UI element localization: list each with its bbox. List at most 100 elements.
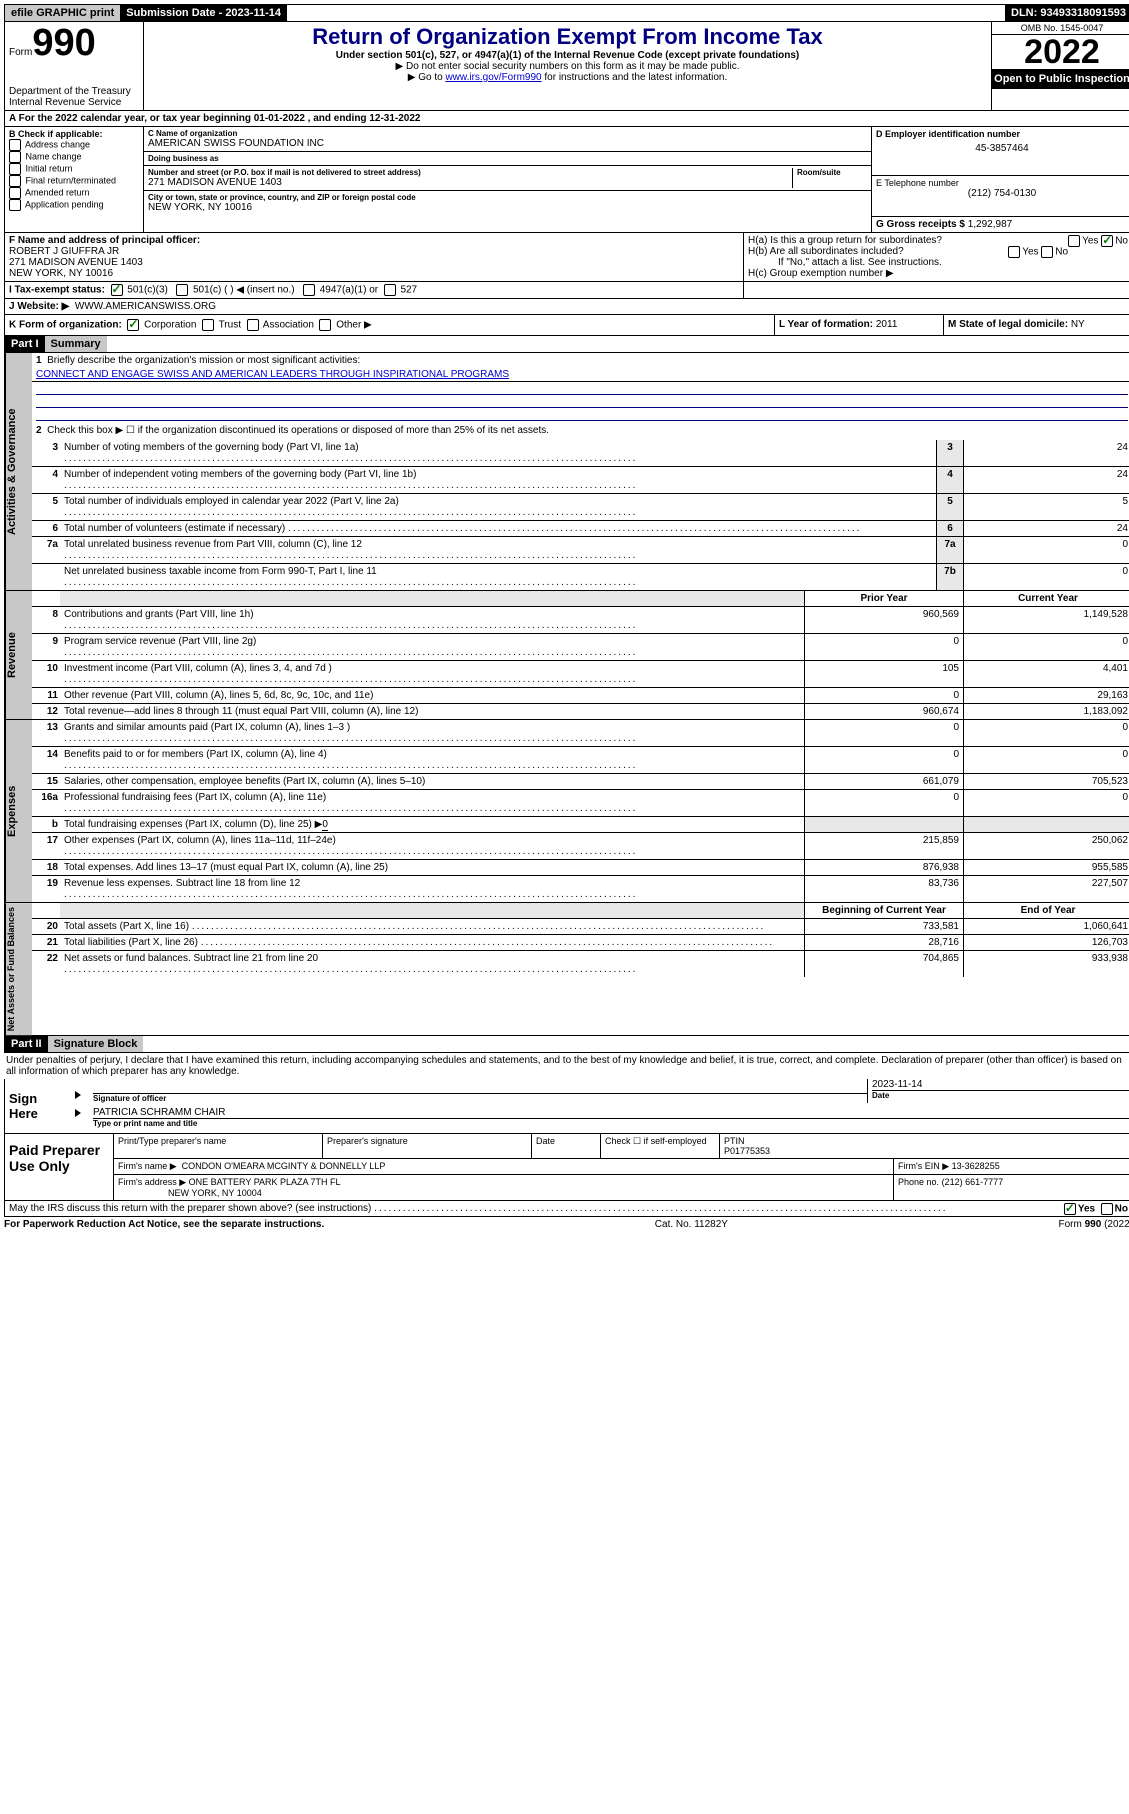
c12: 1,183,092 [963,704,1129,719]
i-527[interactable] [384,284,396,296]
activities-governance: Activities & Governance 1 Briefly descri… [4,353,1129,591]
ptin: P01775353 [724,1146,770,1156]
p21: 28,716 [804,935,963,950]
c14: 0 [963,747,1129,773]
ssn-note: ▶ Do not enter social security numbers o… [148,61,987,72]
k-corp[interactable] [127,319,139,331]
i-501c[interactable] [176,284,188,296]
col-d-to-g: D Employer identification number 45-3857… [872,127,1129,232]
part2-bar: Part IISignature Block [4,1036,1129,1053]
year-formation: 2011 [876,319,898,330]
c22: 933,938 [963,951,1129,977]
form-header: Form990 Department of the Treasury Inter… [4,22,1129,111]
paid-preparer-block: Paid Preparer Use Only Print/Type prepar… [4,1134,1129,1201]
p13: 0 [804,720,963,746]
p20: 733,581 [804,919,963,934]
v5: 5 [963,494,1129,520]
may-discuss-row: May the IRS discuss this return with the… [4,1201,1129,1217]
form-prefix: Form [9,47,32,58]
p15: 661,079 [804,774,963,789]
v4: 24 [963,467,1129,493]
may-no[interactable] [1101,1203,1113,1215]
p16a: 0 [804,790,963,816]
p9: 0 [804,634,963,660]
section-f-h: F Name and address of principal officer:… [4,233,1129,282]
state-domicile: NY [1071,319,1085,330]
part1-bar: Part ISummary [4,336,1129,353]
cb-final[interactable]: Final return/terminated [9,175,139,187]
firm-addr1: ONE BATTERY PARK PLAZA 7TH FL [189,1177,341,1187]
c8: 1,149,528 [963,607,1129,633]
p11: 0 [804,688,963,703]
form-subtitle: Under section 501(c), 527, or 4947(a)(1)… [148,50,987,61]
efile-label[interactable]: efile GRAPHIC print [5,5,120,21]
firm-name: CONDON O'MEARA MCGINTY & DONNELLY LLP [182,1161,386,1171]
form-title: Return of Organization Exempt From Incom… [148,24,987,50]
section-b-to-g: B Check if applicable: Address change Na… [4,127,1129,233]
expenses-section: Expenses 13Grants and similar amounts pa… [4,720,1129,903]
section-i: I Tax-exempt status: 501(c)(3) 501(c) ( … [4,282,1129,299]
c10: 4,401 [963,661,1129,687]
cb-address[interactable]: Address change [9,139,139,151]
p17: 215,859 [804,833,963,859]
v6: 24 [963,521,1129,536]
p8: 960,569 [804,607,963,633]
row-j-website: J Website: ▶ WWW.AMERICANSWISS.ORG [4,299,1129,315]
hb-no[interactable] [1041,246,1053,258]
c13: 0 [963,720,1129,746]
c21: 126,703 [963,935,1129,950]
dln: DLN: 93493318091593 [1005,5,1129,21]
signer-name: PATRICIA SCHRAMM CHAIR [93,1107,1129,1119]
website[interactable]: WWW.AMERICANSWISS.ORG [75,301,216,312]
firm-ein: 13-3628255 [952,1161,1000,1171]
topbar: efile GRAPHIC print Submission Date - 20… [4,4,1129,22]
org-name: AMERICAN SWISS FOUNDATION INC [148,138,867,149]
c19: 227,507 [963,876,1129,902]
spacer [287,11,299,15]
sign-here-block: Sign Here Signature of officer 2023-11-1… [4,1079,1129,1134]
tax-year: 2022 [992,35,1129,69]
ha-yes[interactable] [1068,235,1080,247]
mission-link[interactable]: CONNECT AND ENGAGE SWISS AND AMERICAN LE… [36,369,509,380]
city: NEW YORK, NY 10016 [148,202,867,213]
street: 271 MADISON AVENUE 1403 [148,177,792,188]
c11: 29,163 [963,688,1129,703]
arrow-icon [75,1091,81,1099]
p12: 960,674 [804,704,963,719]
department: Department of the Treasury Internal Reve… [9,86,139,108]
arrow-icon [75,1109,81,1117]
revenue-section: Revenue Prior YearCurrent Year 8Contribu… [4,591,1129,720]
k-trust[interactable] [202,319,214,331]
cb-pending[interactable]: Application pending [9,199,139,211]
p18: 876,938 [804,860,963,875]
declaration: Under penalties of perjury, I declare th… [4,1053,1129,1079]
ein: 45-3857464 [876,139,1128,154]
c15: 705,523 [963,774,1129,789]
phone: (212) 754-0130 [876,188,1128,199]
row-k-l-m: K Form of organization: Corporation Trus… [4,315,1129,336]
c9: 0 [963,634,1129,660]
k-other[interactable] [319,319,331,331]
officer-name: ROBERT J GIUFFRA JR [9,246,119,257]
v3: 24 [963,440,1129,466]
cb-name[interactable]: Name change [9,151,139,163]
c20: 1,060,641 [963,919,1129,934]
v7b: 0 [963,564,1129,590]
net-assets-section: Net Assets or Fund Balances Beginning of… [4,903,1129,1036]
i-4947[interactable] [303,284,315,296]
firm-phone: (212) 661-7777 [942,1177,1004,1187]
p14: 0 [804,747,963,773]
k-assoc[interactable] [247,319,259,331]
page-footer: For Paperwork Reduction Act Notice, see … [4,1217,1129,1232]
hb-yes[interactable] [1008,246,1020,258]
cb-amended[interactable]: Amended return [9,187,139,199]
irs-link[interactable]: www.irs.gov/Form990 [445,72,541,83]
may-yes[interactable] [1064,1203,1076,1215]
i-501c3[interactable] [111,284,123,296]
cb-initial[interactable]: Initial return [9,163,139,175]
ha-no[interactable] [1101,235,1113,247]
p10: 105 [804,661,963,687]
goto-note: ▶ Go to www.irs.gov/Form990 for instruct… [148,72,987,83]
form-number: 990 [32,22,95,64]
c16a: 0 [963,790,1129,816]
